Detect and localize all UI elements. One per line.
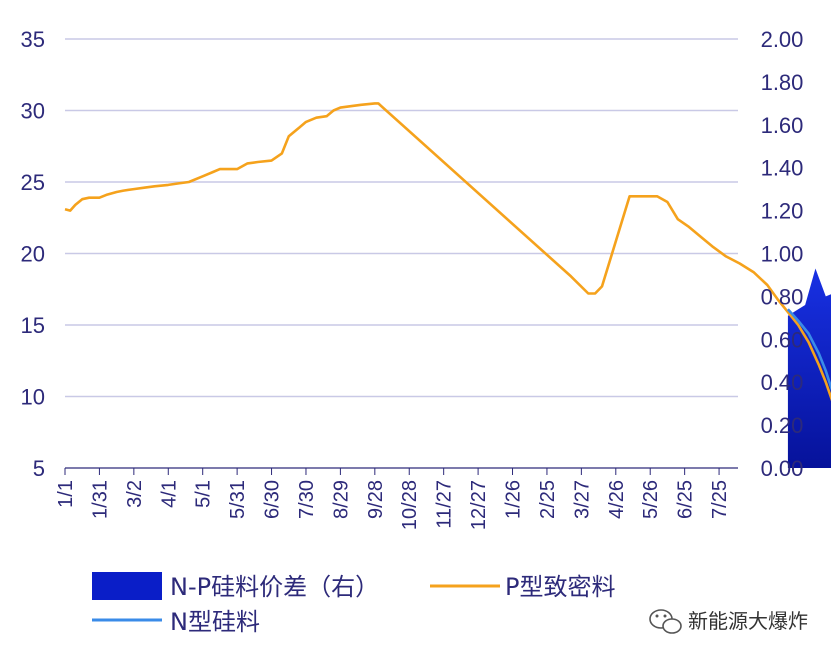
left-tick-label: 35: [21, 27, 45, 52]
wechat-icon: [649, 609, 682, 634]
x-tick-label: 7/30: [296, 480, 318, 519]
left-tick-label: 5: [33, 456, 45, 481]
p-dense-silicon-line: [64, 102, 831, 402]
x-tick-label: 3/2: [124, 480, 146, 508]
left-axis-ticks: 5 10 15 20 25 30 35: [21, 27, 45, 481]
x-tick-label: 10/28: [399, 480, 421, 530]
right-tick-label: 0.20: [761, 413, 804, 438]
x-tick-label: 1/26: [503, 480, 525, 519]
x-tick-label: 6/30: [262, 480, 284, 519]
gridlines: [65, 38, 738, 398]
x-tick-label: 5/26: [640, 480, 662, 519]
x-tick-label: 1/1: [55, 480, 77, 508]
x-tick-label: 12/27: [468, 480, 490, 530]
series-line-layer: [64, 102, 831, 402]
right-tick-label: 0.80: [761, 284, 804, 309]
right-tick-label: 0.40: [761, 370, 804, 395]
legend-swatch-np-spread: [92, 572, 162, 600]
x-tick-label: 5/1: [193, 480, 215, 508]
right-tick-label: 1.40: [761, 156, 804, 181]
watermark-text: 新能源大爆炸: [688, 609, 808, 633]
left-tick-label: 15: [21, 313, 45, 338]
right-axis-ticks: 0.00 0.20 0.40 0.60 0.80 1.00 1.20 1.40 1.60 1.80…: [761, 27, 804, 481]
left-tick-label: 20: [21, 242, 45, 267]
x-tick-label: 4/1: [158, 480, 180, 508]
x-tick-label: 6/25: [675, 480, 697, 519]
x-tick-label: 2/25: [537, 480, 559, 519]
right-tick-label: 1.60: [761, 113, 804, 138]
np-spread-area: [787, 268, 831, 468]
x-tick-label: 7/25: [709, 480, 731, 519]
left-tick-label: 10: [21, 385, 45, 410]
right-tick-label: 1.20: [761, 199, 804, 224]
n-silicon-line: [786, 308, 831, 392]
x-tick-label: 8/29: [330, 480, 352, 519]
x-tick-label: 4/26: [606, 480, 628, 519]
legend-label-p-dense: P型致密料: [505, 573, 615, 601]
x-tick-label: 3/27: [571, 480, 593, 519]
right-tick-label: 0.00: [761, 456, 804, 481]
watermark: 新能源大爆炸: [649, 609, 808, 634]
x-tick-label: 9/28: [365, 480, 387, 519]
x-tick-label: 1/31: [89, 480, 111, 519]
x-tick-label: 5/31: [227, 480, 249, 519]
right-tick-label: 1.80: [761, 70, 804, 95]
x-axis-ticks: 1/1 1/31 3/2 4/1 5/1 5/31 6/30 7/30 8/29 9/28 10/2…: [55, 468, 731, 530]
right-tick-label: 0.60: [761, 327, 804, 352]
left-tick-label: 25: [21, 170, 45, 195]
right-tick-label: 2.00: [761, 27, 804, 52]
spread-area-layer: [787, 268, 831, 468]
right-tick-label: 1.00: [761, 242, 804, 267]
left-tick-label: 30: [21, 99, 45, 124]
legend-label-n-silicon: N型硅料: [170, 608, 260, 636]
legend-label-np-spread: N-P硅料价差（右）: [170, 573, 379, 601]
legend: N-P硅料价差（右） P型致密料 N型硅料: [92, 572, 615, 636]
x-tick-label: 11/27: [434, 480, 456, 529]
